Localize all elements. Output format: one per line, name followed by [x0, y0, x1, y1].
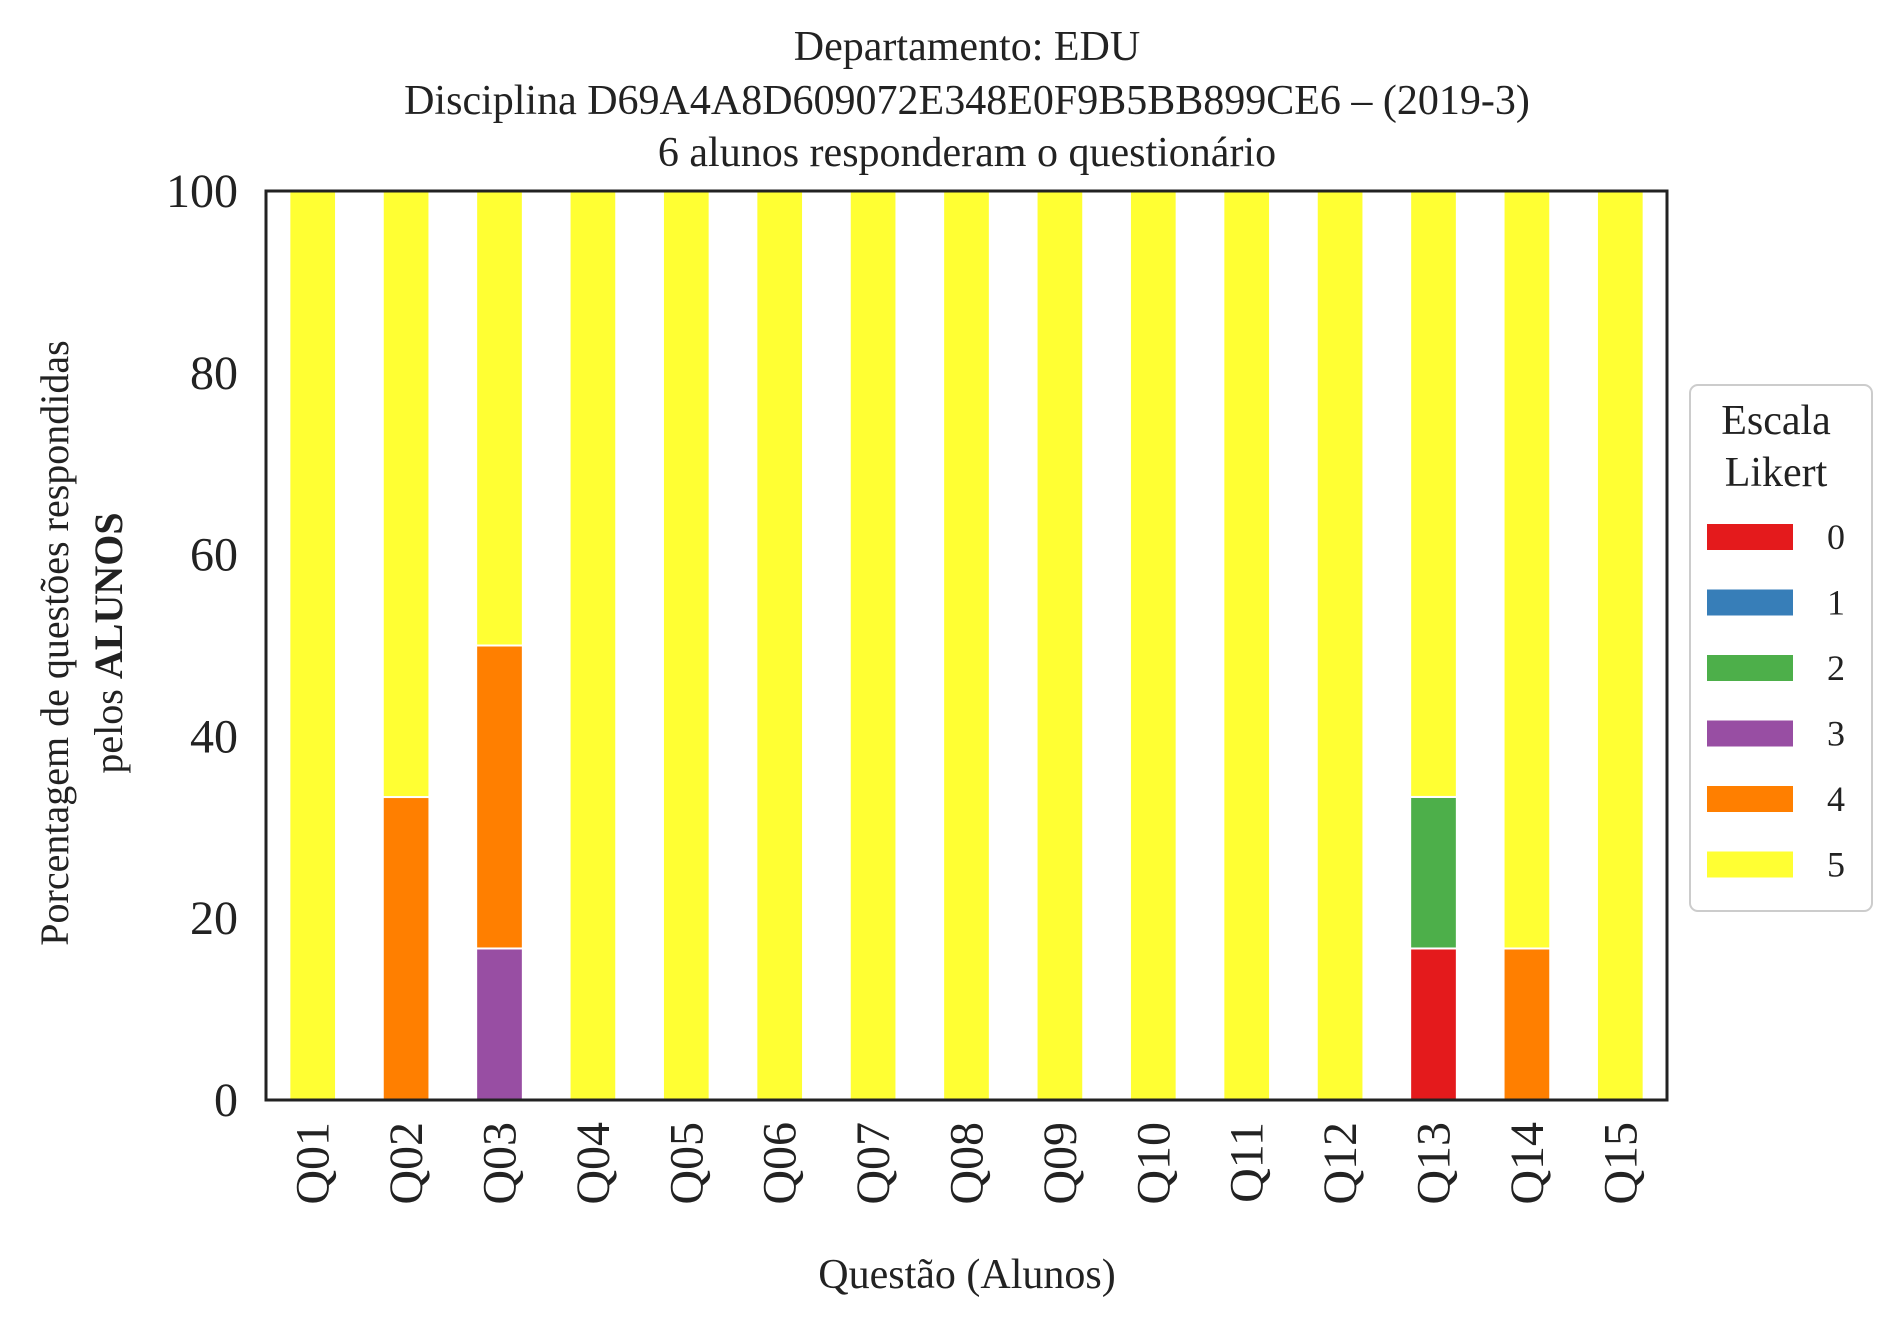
legend-box	[1689, 384, 1873, 912]
y-tick-label-80: 80	[190, 347, 238, 400]
legend-items: 0 1 2 3 4 5	[1707, 517, 1845, 885]
y-tick-label-40: 40	[190, 710, 238, 763]
bar-q14-likert-4	[1502, 947, 1552, 1101]
y-axis-label-line-2: pelos ALUNOS	[86, 512, 131, 773]
legend-label-1: 1	[1827, 583, 1845, 623]
legend-label-3: 3	[1827, 714, 1845, 754]
chart-title-line-2: Disciplina D69A4A8D609072E348E0F9B5BB899…	[404, 78, 1530, 124]
legend-swatch-2	[1707, 655, 1793, 681]
x-tick-label-q09: Q09	[1034, 1122, 1087, 1205]
y-ticks-group: 0 20 40 60 80 100	[166, 165, 238, 1127]
x-tick-label-q14: Q14	[1501, 1122, 1554, 1205]
y-tick-label-20: 20	[190, 892, 238, 945]
legend-label-2: 2	[1827, 648, 1845, 688]
x-tick-label-q12: Q12	[1314, 1122, 1367, 1205]
x-tick-label-q04: Q04	[567, 1122, 620, 1205]
bar-q05-likert-5	[661, 190, 711, 1101]
bars-group	[288, 189, 1645, 1102]
bar-q06-likert-5	[755, 190, 805, 1101]
bar-q11-likert-5	[1222, 190, 1272, 1101]
y-axis-label-bold: ALUNOS	[86, 512, 131, 679]
y-tick-label-100: 100	[166, 165, 238, 218]
x-tick-label-q15: Q15	[1594, 1122, 1647, 1205]
chart-title-line-3: 6 alunos responderam o questionário	[658, 130, 1276, 176]
bar-q14-likert-5	[1502, 190, 1552, 950]
legend-swatch-1	[1707, 589, 1793, 616]
bar-q15-likert-5	[1595, 190, 1645, 1101]
plot-frame	[264, 189, 1669, 1102]
bar-q01-likert-5	[288, 190, 338, 1101]
bar-q02-likert-5	[381, 190, 431, 799]
bar-q03-likert-5	[475, 190, 524, 647]
legend-swatch-3	[1707, 720, 1793, 747]
bar-q13-likert-5	[1409, 189, 1458, 798]
legend-label-5: 5	[1827, 845, 1845, 885]
bar-q03-likert-3	[475, 947, 524, 1101]
legend-title-line-2: Likert	[1725, 450, 1828, 496]
chart-title-line-1: Departamento: EDU	[794, 24, 1140, 70]
legend-title-line-1: Escala	[1721, 398, 1831, 444]
legend-label-4: 4	[1827, 779, 1845, 819]
bar-q12-likert-5	[1315, 190, 1365, 1101]
x-axis-label: Questão (Alunos)	[818, 1252, 1115, 1298]
bar-q02-likert-4	[381, 796, 431, 1102]
bar-q13-likert-2	[1409, 795, 1458, 950]
y-axis-label-line-1: Porcentagem de questões respondidas	[32, 340, 77, 945]
legend: Escala Likert 0 1 2 3 4 5	[1689, 384, 1873, 912]
x-tick-label-q06: Q06	[754, 1122, 807, 1205]
x-tick-label-q01: Q01	[287, 1122, 340, 1205]
bar-q13-likert-0	[1409, 947, 1458, 1101]
y-tick-label-0: 0	[214, 1074, 238, 1127]
x-tick-label-q08: Q08	[941, 1122, 994, 1205]
legend-swatch-5	[1707, 851, 1793, 878]
x-tick-label-q07: Q07	[847, 1122, 900, 1205]
legend-swatch-0	[1707, 524, 1793, 550]
x-tick-label-q10: Q10	[1127, 1122, 1180, 1205]
bar-q10-likert-5	[1128, 190, 1178, 1101]
x-tick-label-q13: Q13	[1408, 1122, 1461, 1205]
x-tick-label-q03: Q03	[474, 1122, 527, 1205]
bar-q03-likert-4	[475, 644, 524, 950]
x-ticks-group: Q01 Q02 Q03 Q04 Q05 Q06 Q07 Q08 Q09 Q10 Q11 Q12 Q13 Q…	[287, 1122, 1648, 1205]
x-tick-label-q11: Q11	[1221, 1122, 1274, 1203]
y-tick-label-60: 60	[190, 529, 238, 582]
legend-label-0: 0	[1827, 517, 1845, 557]
y-axis-label-prefix: pelos	[86, 679, 131, 773]
bar-q04-likert-5	[568, 190, 618, 1101]
x-tick-label-q05: Q05	[660, 1122, 713, 1205]
bar-q07-likert-5	[848, 190, 898, 1101]
bar-q08-likert-5	[942, 190, 991, 1101]
legend-swatch-4	[1707, 786, 1793, 812]
bar-q09-likert-5	[1035, 190, 1085, 1101]
x-tick-label-q02: Q02	[380, 1122, 433, 1205]
